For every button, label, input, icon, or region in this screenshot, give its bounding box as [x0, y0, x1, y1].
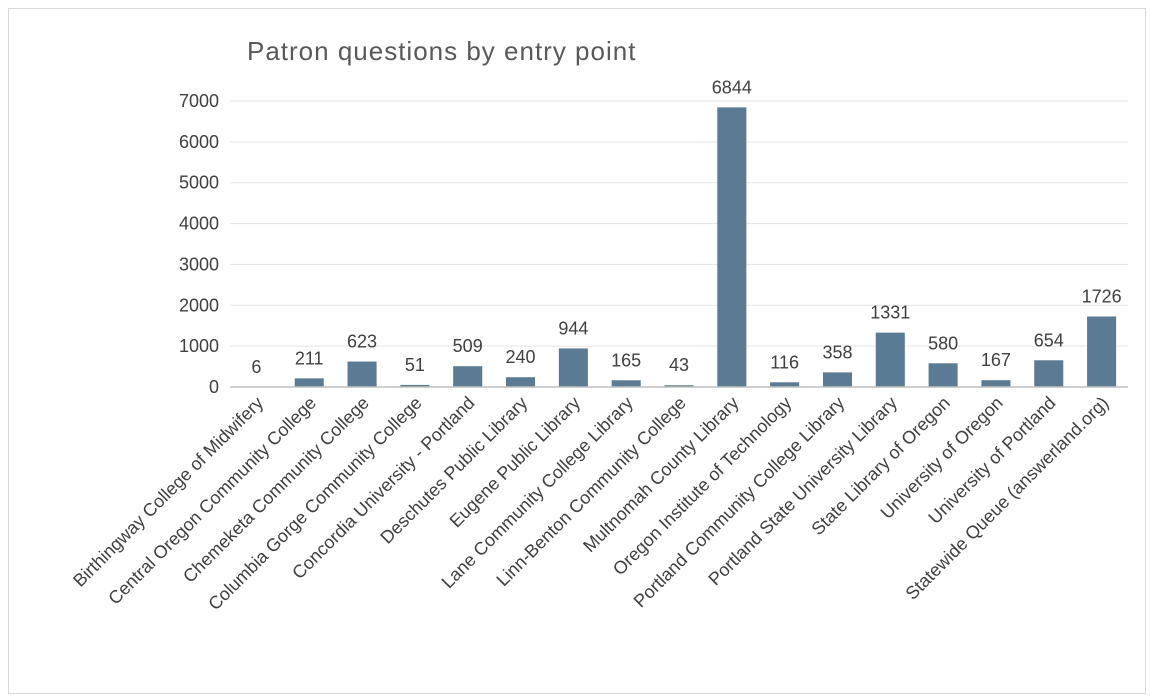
y-tick-label: 2000: [179, 295, 219, 315]
x-tick-label: Portland State University Library: [704, 393, 901, 590]
data-label: 6: [251, 357, 261, 377]
y-tick-label: 1000: [179, 336, 219, 356]
data-label: 1726: [1082, 286, 1122, 306]
data-label: 623: [347, 332, 377, 352]
bar: [1087, 316, 1117, 387]
data-label: 165: [611, 350, 641, 370]
data-label: 509: [453, 336, 483, 356]
chart-title: Patron questions by entry point: [247, 36, 636, 66]
y-tick-label: 6000: [179, 132, 219, 152]
y-axis-ticks: 0 1000 2000 3000 4000 5000 6000 7000: [179, 91, 219, 397]
data-label: 6844: [712, 77, 752, 97]
bar: [928, 363, 958, 387]
bar: [822, 372, 852, 387]
y-tick-label: 3000: [179, 254, 219, 274]
data-label: 43: [669, 355, 689, 375]
data-label: 654: [1034, 330, 1064, 350]
bars: [241, 107, 1117, 388]
data-label: 51: [405, 355, 425, 375]
data-label: 240: [506, 347, 536, 367]
y-tick-label: 5000: [179, 173, 219, 193]
bar: [717, 107, 747, 387]
data-label: 1331: [870, 303, 910, 323]
data-labels: 6 211 623 51 509 240 944 165 43 6844 116 358 1331 580…: [251, 77, 1121, 376]
y-tick-label: 0: [209, 377, 219, 397]
bar: [875, 332, 905, 387]
data-label: 167: [981, 350, 1011, 370]
x-tick-label: Lane Community College Library: [438, 393, 637, 592]
bar: [770, 382, 800, 387]
data-label: 580: [928, 333, 958, 353]
x-tick-label: Linn-Benton Community College: [492, 393, 689, 590]
bar: [400, 384, 430, 387]
x-tick-label: Central Oregon Community College: [104, 393, 320, 609]
y-tick-label: 4000: [179, 214, 219, 234]
data-label: 358: [822, 342, 852, 362]
bar: [506, 377, 536, 387]
y-tick-label: 7000: [179, 91, 219, 111]
bar: [347, 361, 377, 387]
gridlines: [230, 100, 1128, 347]
bar: [611, 380, 641, 387]
bar: [1034, 360, 1064, 387]
bar: [981, 380, 1011, 387]
data-label: 211: [295, 348, 324, 368]
data-label: 116: [770, 352, 799, 372]
x-tick-label: Birthingway College of Midwifery: [69, 393, 267, 591]
bar: [294, 378, 324, 387]
data-label: 944: [558, 318, 588, 338]
bar: [453, 366, 483, 387]
x-axis-ticks: Birthingway College of MidwiferyCentral …: [69, 393, 1112, 614]
bar: [558, 348, 588, 387]
bar: [664, 385, 694, 387]
